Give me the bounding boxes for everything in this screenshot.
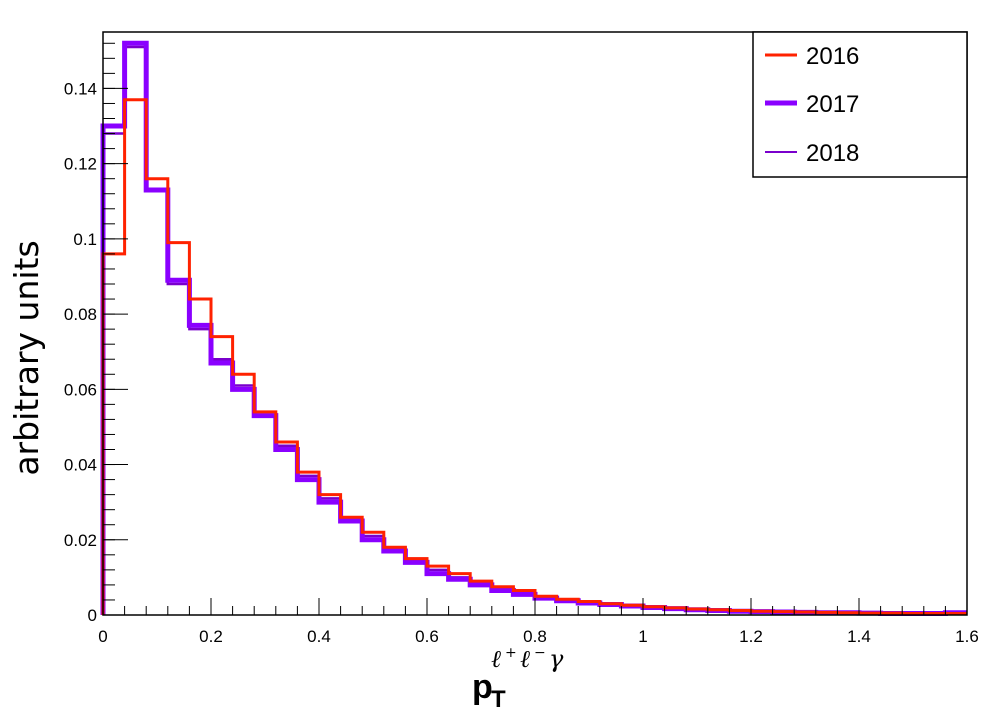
x-axis-label-superscript-l2: ℓ: [520, 645, 530, 673]
x-tick-label: 1.2: [739, 627, 763, 646]
x-tick-label: 1.6: [955, 627, 979, 646]
x-axis-label-superscript-s1: +: [505, 645, 517, 661]
x-tick-label: 0.6: [415, 627, 439, 646]
y-tick-label: 0.12: [64, 155, 97, 174]
legend-label-2017: 2017: [806, 91, 859, 118]
x-tick-label: 0.2: [199, 627, 223, 646]
x-axis-label-superscript-gamma: γ: [549, 645, 564, 673]
y-tick-label: 0.02: [64, 531, 97, 550]
x-tick-label: 1.4: [847, 627, 871, 646]
y-tick-label: 0.04: [64, 456, 97, 475]
x-tick-label: 0.4: [307, 627, 331, 646]
legend-label-2016: 2016: [806, 43, 859, 70]
x-axis-label-superscript-s2: −: [534, 645, 546, 661]
y-tick-label: 0.14: [64, 79, 97, 98]
y-tick-label: 0.06: [64, 380, 97, 399]
legend-label-2018: 2018: [806, 140, 859, 167]
x-axis-label-subscript: T: [491, 686, 506, 713]
x-tick-label: 0: [98, 627, 107, 646]
y-tick-label: 0.08: [64, 305, 97, 324]
x-tick-label: 0.8: [523, 627, 547, 646]
y-tick-label: 0: [88, 606, 97, 625]
y-tick-label: 0.1: [73, 230, 97, 249]
x-axis-label-superscript-l1: ℓ: [491, 645, 501, 673]
x-axis-label: p T ℓ + ℓ − γ: [472, 645, 564, 713]
axis-ticks-group: 0 0.2 0.4 0.6 0.8 1 1.2 1.4 1.6 0 0.02 0.04 0.06 0.08…: [64, 42, 979, 646]
legend: 2016 2017 2018: [752, 31, 968, 178]
x-axis-label-main: p: [472, 668, 493, 706]
x-tick-label: 1: [638, 627, 647, 646]
y-axis-label: arbitrary units: [7, 240, 46, 475]
